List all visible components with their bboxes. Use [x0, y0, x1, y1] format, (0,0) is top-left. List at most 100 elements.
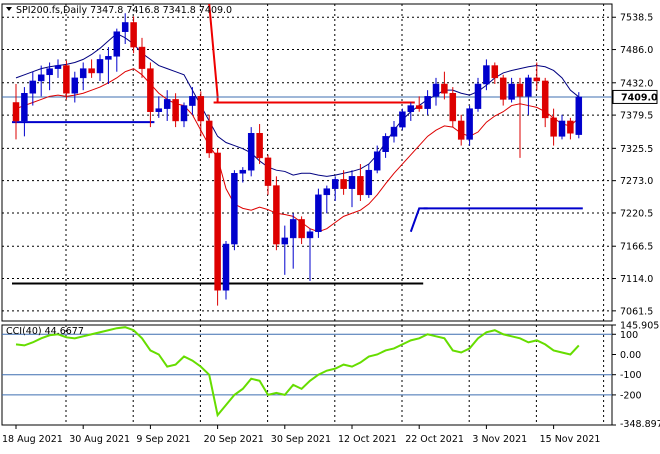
candle-body: [399, 111, 406, 128]
time-tick-label: 12 Oct 2021: [338, 434, 397, 445]
candle-body: [12, 102, 20, 122]
candle-body: [415, 105, 423, 109]
current-price-tag: 7409.0: [612, 89, 658, 104]
candle-body: [457, 120, 465, 140]
cci-tick-label: 0.00: [620, 350, 641, 361]
candle-body: [214, 152, 221, 291]
lower-blue-step: [409, 207, 428, 233]
cci-layer: [2, 326, 612, 418]
candle-body: [197, 96, 205, 122]
candle-body: [298, 219, 305, 239]
candle-body: [163, 99, 171, 109]
candle-body: [71, 77, 79, 94]
price-tick-label: 7379.5: [620, 111, 653, 122]
candle-body: [525, 77, 532, 97]
candle-body: [256, 133, 263, 159]
candle-body: [180, 105, 188, 122]
candle-body: [46, 68, 53, 76]
candle-body: [466, 108, 473, 140]
candle-body: [281, 237, 289, 245]
candle-body: [315, 194, 322, 232]
price-tick-label: 7061.5: [620, 306, 653, 317]
candle-body: [499, 77, 507, 100]
candle-body: [29, 80, 37, 94]
cci-line: [15, 326, 580, 418]
candle-body: [289, 219, 297, 239]
candle-body: [331, 179, 339, 189]
candle-body: [273, 185, 280, 245]
candle-body: [550, 117, 557, 137]
resistance-step-line: [208, 3, 219, 103]
candle-body: [63, 65, 70, 94]
time-tick-label: 20 Sep 2021: [204, 434, 264, 445]
candle-body: [567, 120, 574, 134]
cci-tick-label: 145.905: [620, 321, 659, 332]
candle-body: [491, 65, 499, 79]
candle-body: [373, 151, 381, 171]
candle-body: [130, 22, 137, 48]
candle-body: [306, 231, 314, 239]
price-tick-label: 7166.5: [620, 242, 653, 253]
candle-body: [205, 120, 213, 154]
collapse-triangle-icon[interactable]: [6, 7, 12, 11]
candle-body: [155, 108, 163, 112]
candle-body: [508, 83, 515, 100]
candle-body: [147, 68, 154, 112]
candle-body: [96, 59, 104, 74]
price-tick-label: 7538.5: [620, 13, 653, 24]
candle-body: [533, 77, 541, 82]
time-tick-label: 30 Aug 2021: [69, 434, 130, 445]
time-tick-label: 22 Oct 2021: [405, 434, 464, 445]
candle-body: [264, 157, 272, 186]
time-tick-label: 3 Nov 2021: [472, 434, 527, 445]
current-price-label: 7409.0: [621, 92, 658, 103]
candle-body: [424, 96, 431, 109]
candle-body: [516, 83, 524, 97]
candle-body: [37, 74, 45, 82]
upper-moving-average: [15, 32, 580, 177]
candle-body: [79, 68, 87, 79]
candle-body: [323, 188, 331, 196]
main-pane: [1, 3, 613, 322]
candle-body: [247, 133, 255, 171]
candle-body: [432, 83, 440, 97]
candle-body: [105, 56, 112, 60]
candle-body: [390, 126, 398, 137]
candle-body: [382, 136, 389, 152]
cci-tick-label: -100: [620, 370, 642, 381]
candle-body: [121, 22, 129, 32]
time-tick-label: 30 Sep 2021: [271, 434, 331, 445]
candle-body: [222, 243, 230, 291]
cci-tick-label: 100: [620, 330, 638, 341]
candle-body: [138, 46, 146, 69]
candle-body: [113, 31, 121, 57]
candle-body: [54, 65, 62, 69]
candle-body: [558, 120, 566, 137]
chart-header: SPI200.fs,Daily 7347.8 7416.8 7341.8 740…: [16, 5, 232, 16]
candle-body: [474, 83, 482, 109]
price-tick-label: 7220.5: [620, 208, 653, 219]
time-axis: 18 Aug 2021 30 Aug 2021 9 Sep 2021 20 Sep 2…: [2, 425, 600, 445]
candle-body: [449, 93, 457, 122]
time-tick-label: 15 Nov 2021: [540, 434, 601, 445]
time-tick-label: 9 Sep 2021: [136, 434, 190, 445]
price-tick-label: 7325.5: [620, 144, 653, 155]
candle-body: [231, 173, 238, 245]
candle-body: [365, 169, 373, 196]
candle-body: [348, 176, 356, 189]
candle-body: [21, 93, 28, 122]
price-axis: 7538.5 7486.0 7432.0 7379.5 7325.5 7273.0 7220…: [612, 13, 653, 317]
candle-body: [357, 176, 364, 196]
price-tick-label: 7114.0: [620, 274, 653, 285]
lower-moving-average: [15, 68, 580, 233]
time-tick-label: 18 Aug 2021: [2, 434, 63, 445]
price-tick-label: 7486.0: [620, 45, 653, 56]
candle-body: [407, 105, 415, 112]
candle-body: [483, 65, 490, 85]
candle-body: [541, 80, 549, 119]
candle-body: [172, 99, 179, 122]
ma-layer: [15, 32, 580, 233]
